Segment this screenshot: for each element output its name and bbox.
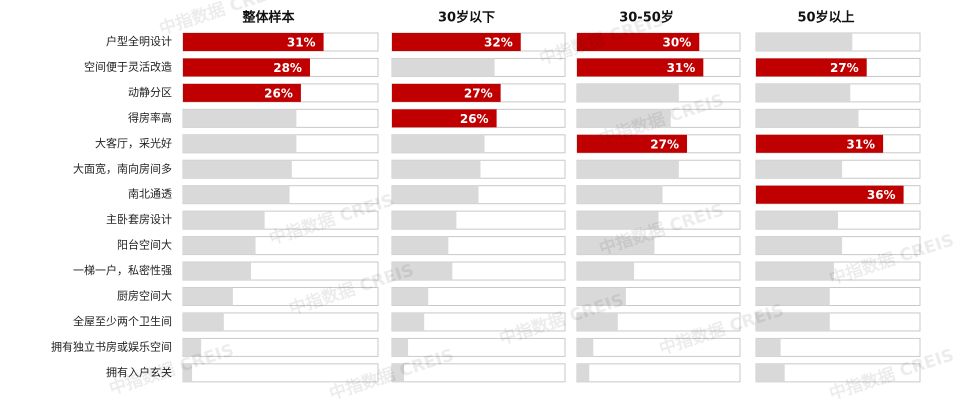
bar [183,262,252,281]
value-label: 27% [464,86,493,100]
category-label: 大面宽，南向房间多 [73,161,172,175]
bar [183,109,297,128]
bar [577,185,663,204]
category-label: 一梯一户，私密性强 [73,263,172,277]
value-label: 26% [460,112,489,126]
bar [392,236,449,255]
value-label: 27% [650,137,679,151]
bar [392,287,429,306]
bar [392,134,485,153]
category-label: 得房率高 [128,110,172,124]
bar [577,83,679,102]
bar-track [576,363,741,383]
bar [756,109,859,128]
bar [183,312,224,331]
bar [392,363,405,382]
bar [577,262,635,281]
value-label: 31% [287,36,316,50]
bar [756,211,838,230]
bar [756,236,843,255]
bar [577,287,626,306]
bar-track [391,337,566,357]
value-label: 26% [264,86,293,100]
category-label: 全屋至少两个卫生间 [73,314,172,328]
bar [756,338,781,357]
bar [577,363,590,382]
bar [756,83,851,102]
value-label: 31% [667,61,696,75]
bar [577,109,671,128]
category-label: 厨房空间大 [117,289,172,303]
bar [577,58,704,77]
bar [183,83,301,102]
bar [756,312,830,331]
bar [756,363,785,382]
category-label: 户型全明设计 [106,34,172,48]
category-label: 大客厅，采光好 [95,136,172,150]
panel-title: 30岁以下 [438,10,495,26]
bar [183,236,256,255]
bar [392,83,501,102]
bar [756,262,834,281]
bar [183,58,310,77]
bar [577,236,655,255]
category-label: 动静分区 [128,85,172,99]
bar [756,160,843,179]
bar [392,338,409,357]
bar [183,287,233,306]
bar [756,185,904,204]
bar [756,134,884,153]
bar [577,312,618,331]
bar [392,160,481,179]
bar [756,58,867,77]
bar [183,338,202,357]
bar [183,160,292,179]
value-label: 36% [867,188,896,202]
bar [392,262,453,281]
category-label: 阳台空间大 [117,238,172,252]
bar [392,211,457,230]
category-label: 空间便于灵活改造 [84,59,172,73]
bar [577,160,679,179]
bar [183,134,297,153]
bar [392,312,425,331]
bar [183,211,265,230]
value-label: 31% [846,137,875,151]
panel-title: 整体样本 [241,10,294,26]
value-label: 32% [484,36,513,50]
bar [577,211,659,230]
bar [577,134,688,153]
bar [577,338,594,357]
bar [183,33,324,51]
value-label: 28% [273,61,302,75]
value-label: 27% [830,61,859,75]
bar [756,33,853,51]
bar [392,33,521,51]
bar [392,185,479,204]
category-label: 拥有独立书房或娱乐空间 [51,339,172,353]
category-label: 南北通透 [128,188,172,201]
value-label: 30% [663,36,692,50]
panel-title: 50岁以上 [797,10,854,26]
panel-title: 30-50岁 [619,10,674,26]
category-label: 拥有入户玄关 [106,365,172,379]
bar [183,363,193,382]
category-label: 主卧套房设计 [106,213,172,226]
bar [392,109,497,128]
bar [577,33,700,51]
bar [183,185,290,204]
bar [392,58,495,77]
bar [756,287,830,306]
